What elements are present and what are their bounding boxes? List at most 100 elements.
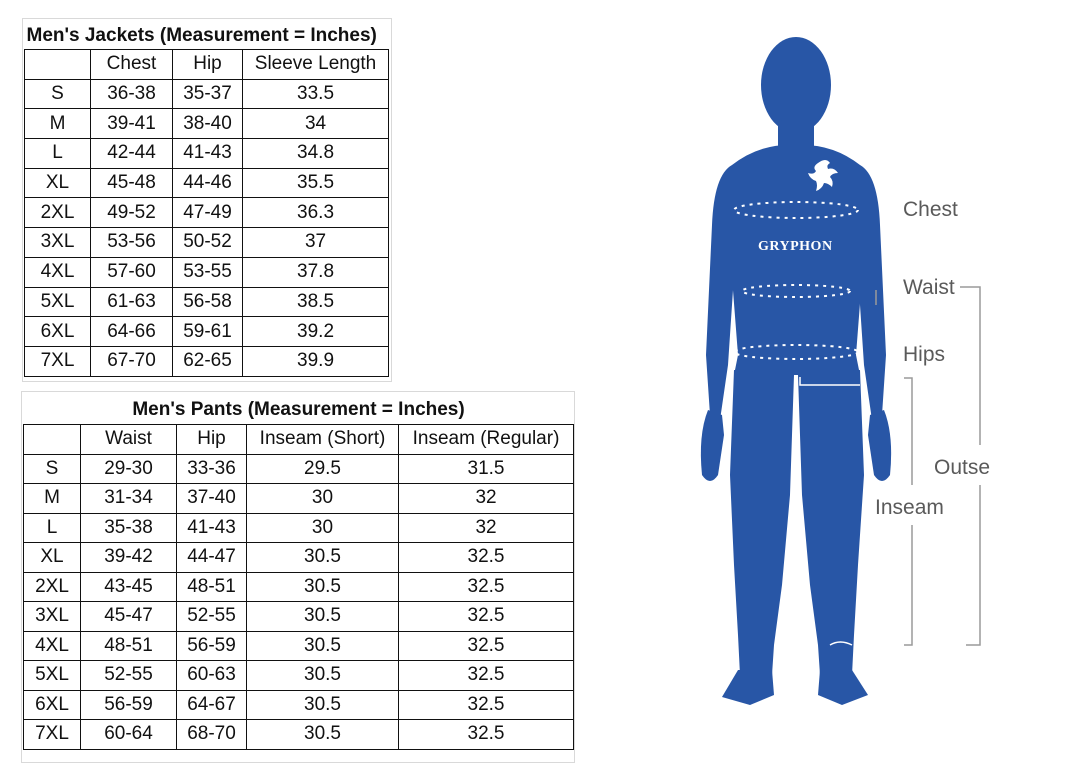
pants-header-waist: Waist: [80, 424, 177, 455]
jackets-table-body: S 36-38 35-37 33.5 M 39-41 38-40 34 L 42-44 41-43 3…: [24, 78, 390, 377]
jackets-table-cell: 50-52: [172, 227, 243, 258]
jackets-table-cell: M: [24, 108, 91, 140]
pants-table-cell: 2XL: [23, 571, 81, 602]
pants-table-cell: 64-67: [176, 689, 247, 720]
pants-table-cell: 32.5: [397, 571, 575, 602]
jackets-table-cell: 39.2: [241, 316, 390, 347]
pants-table-row: 6XL 56-59 64-67 30.5 32.5: [23, 689, 575, 720]
pants-table-cell: 39-42: [80, 542, 177, 573]
pants-table-cell: 33-36: [176, 453, 247, 484]
pants-table-cell: 35-38: [80, 512, 177, 543]
jackets-table-title: Men's Jackets (Measurement = Inches): [26, 24, 377, 46]
jackets-table-cell: 62-65: [172, 345, 243, 377]
pants-table-row: 3XL 45-47 52-55 30.5 32.5: [23, 601, 575, 632]
jackets-size-table: Men's Jackets (Measurement = Inches) Che…: [24, 22, 390, 377]
inseam-marker: [799, 377, 860, 386]
jackets-table-row: 6XL 64-66 59-61 39.2: [24, 316, 390, 347]
jackets-table-row: S 36-38 35-37 33.5: [24, 78, 390, 110]
pants-table-frame: [21, 391, 575, 763]
pants-table-cell: 37-40: [176, 483, 247, 514]
jackets-header-sleeve: Sleeve Length: [241, 49, 390, 80]
pants-table-cell: 32.5: [397, 630, 575, 661]
jackets-table-cell: 44-46: [172, 167, 243, 199]
jackets-table-cell: 53-56: [90, 227, 173, 258]
jackets-table-cell: 33.5: [241, 78, 390, 110]
pants-table-cell: 52-55: [176, 601, 247, 632]
pants-table-cell: 5XL: [23, 660, 81, 691]
jackets-table-cell: 35.5: [241, 167, 390, 199]
jackets-table-cell: 6XL: [24, 316, 91, 347]
jackets-table-cell: 34.8: [241, 138, 390, 169]
pants-table-cell: 31-34: [80, 483, 177, 514]
jackets-table-cell: 67-70: [90, 345, 173, 377]
jackets-table-cell: 64-66: [90, 316, 173, 347]
pants-table-cell: 30.5: [246, 660, 399, 691]
pants-table-cell: S: [23, 453, 81, 484]
pants-table-row: 5XL 52-55 60-63 30.5 32.5: [23, 660, 575, 691]
pants-table-cell: 4XL: [23, 630, 81, 661]
jackets-header-row: Chest Hip Sleeve Length: [24, 49, 390, 80]
jackets-table-row: L 42-44 41-43 34.8: [24, 138, 390, 169]
label-hips: Hips: [903, 343, 946, 366]
pants-table-body: S 29-30 33-36 29.5 31.5 M 31-34 37-40 30 32 L 35-38…: [23, 453, 575, 750]
hips-measure-line: [733, 344, 859, 360]
pants-table-cell: 32: [397, 512, 575, 543]
pants-size-table: Men's Pants (Measurement = Inches) Waist…: [23, 395, 575, 750]
pants-table-cell: 60-64: [80, 719, 177, 750]
jackets-table-cell: 45-48: [90, 167, 173, 199]
pants-table-cell: 32.5: [397, 542, 575, 573]
jackets-table-row: M 39-41 38-40 34: [24, 108, 390, 140]
jackets-table-cell: 4XL: [24, 256, 91, 288]
pants-table-cell: 48-51: [176, 571, 247, 602]
jackets-table-cell: 39-41: [90, 108, 173, 140]
pants-table-cell: 43-45: [80, 571, 177, 602]
pants-header-row: Waist Hip Inseam (Short) Inseam (Regular…: [23, 424, 575, 455]
pants-table-cell: 32: [397, 483, 575, 514]
jackets-table-cell: 7XL: [24, 345, 91, 377]
pants-table-cell: 52-55: [80, 660, 177, 691]
pants-table-row: XL 39-42 44-47 30.5 32.5: [23, 542, 575, 573]
label-waist: Waist: [903, 276, 955, 299]
jackets-table-cell: 35-37: [172, 78, 243, 110]
jackets-table-cell: 41-43: [172, 138, 243, 169]
pants-table-cell: 31.5: [397, 453, 575, 484]
jackets-table-row: 4XL 57-60 53-55 37.8: [24, 256, 390, 288]
pants-table-cell: 29.5: [246, 453, 399, 484]
jackets-table-cell: 36-38: [90, 78, 173, 110]
jackets-table-cell: 5XL: [24, 286, 91, 318]
pants-table-cell: 3XL: [23, 601, 81, 632]
jackets-table-cell: 3XL: [24, 227, 91, 258]
pants-table-cell: 41-43: [176, 512, 247, 543]
jackets-table-cell: L: [24, 138, 91, 169]
silhouette-shape: [700, 37, 892, 705]
jackets-table-row: XL 45-48 44-46 35.5: [24, 167, 390, 199]
jackets-table-cell: S: [24, 78, 91, 110]
jackets-table-cell: 61-63: [90, 286, 173, 318]
pants-table-cell: M: [23, 483, 81, 514]
pants-table-title: Men's Pants (Measurement = Inches): [132, 398, 465, 420]
jackets-table-cell: 37: [241, 227, 390, 258]
jackets-header-hip: Hip: [172, 49, 243, 80]
label-inseam: Inseam: [875, 496, 944, 519]
pants-header-inseam-regular: Inseam (Regular): [397, 424, 575, 455]
pants-table-cell: 45-47: [80, 601, 177, 632]
jackets-table-frame: [22, 18, 392, 382]
jackets-table-cell: 56-58: [172, 286, 243, 318]
pants-table-cell: 6XL: [23, 689, 81, 720]
pants-table-row: 7XL 60-64 68-70 30.5 32.5: [23, 719, 575, 750]
pants-header-inseam-short: Inseam (Short): [246, 424, 399, 455]
jackets-table-row: 2XL 49-52 47-49 36.3: [24, 197, 390, 229]
pants-table-cell: 56-59: [176, 630, 247, 661]
ankle-marker: [829, 641, 853, 646]
pants-table-cell: 32.5: [397, 660, 575, 691]
pants-table-cell: 7XL: [23, 719, 81, 750]
pants-table-cell: 32.5: [397, 719, 575, 750]
pants-table-cell: 30.5: [246, 542, 399, 573]
jackets-table-cell: 47-49: [172, 197, 243, 229]
pants-table-cell: 32.5: [397, 601, 575, 632]
label-chest: Chest: [903, 198, 958, 221]
pants-table-cell: 68-70: [176, 719, 247, 750]
pants-table-cell: 44-47: [176, 542, 247, 573]
pants-table-cell: 30.5: [246, 601, 399, 632]
jackets-header-chest: Chest: [90, 49, 173, 80]
